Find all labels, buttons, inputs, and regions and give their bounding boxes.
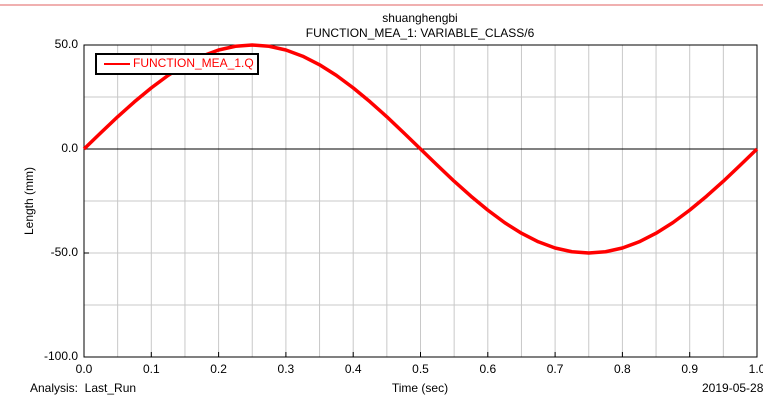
x-tick-label: 0.4 [345, 362, 362, 376]
chart-title: shuanghengbi [382, 11, 457, 25]
x-tick-label: 0.6 [479, 362, 496, 376]
chart-subtitle: FUNCTION_MEA_1: VARIABLE_CLASS/6 [306, 26, 535, 40]
x-tick-label: 0.9 [681, 362, 698, 376]
x-tick-label: 0.0 [76, 362, 93, 376]
x-tick-label: 0.5 [412, 362, 429, 376]
y-tick-label: 0.0 [61, 141, 78, 155]
x-tick-label: 0.2 [210, 362, 227, 376]
x-axis-label: Time (sec) [392, 381, 448, 395]
x-tick-label: 0.8 [614, 362, 631, 376]
legend-box [95, 53, 259, 75]
legend: FUNCTION_MEA_1.Q [95, 53, 259, 75]
y-axis-label: Length (mm) [22, 167, 36, 235]
legend-label: FUNCTION_MEA_1.Q [133, 56, 254, 70]
x-tick-label: 0.1 [143, 362, 160, 376]
footer-left: Analysis: Last_Run [30, 381, 136, 395]
x-tick-label: 0.3 [278, 362, 295, 376]
x-tick-label: 0.7 [547, 362, 564, 376]
y-tick-label: 50.0 [55, 37, 79, 51]
y-tick-label: -50.0 [51, 245, 79, 259]
y-tick-label: -100.0 [44, 349, 78, 363]
footer-right: 2019-05-28 [702, 381, 763, 395]
x-tick-label: 1.0 [749, 362, 763, 376]
